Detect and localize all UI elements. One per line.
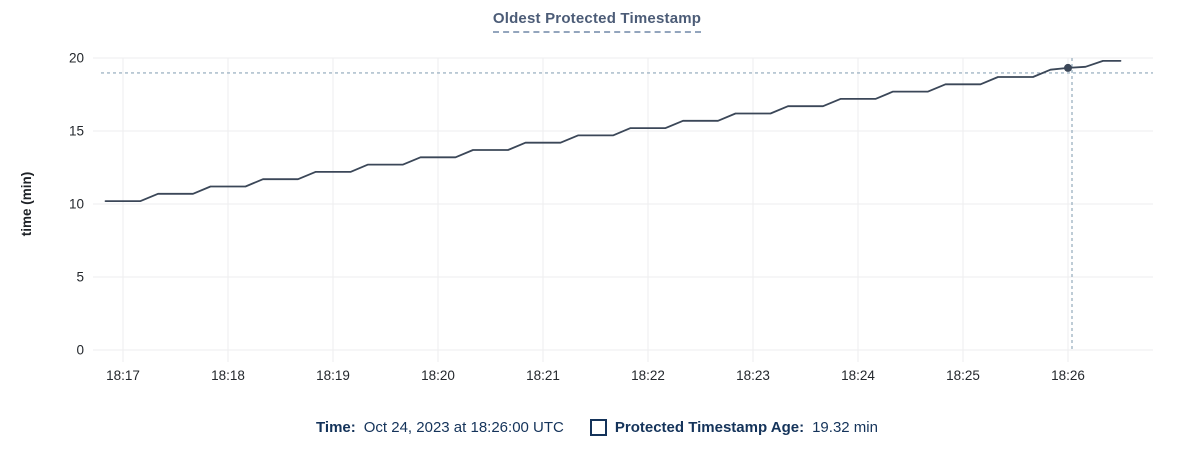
x-tick-label: 18:26 — [1051, 368, 1085, 383]
legend-series-label: Protected Timestamp Age: — [614, 419, 805, 436]
x-tick-label: 18:24 — [841, 368, 875, 383]
y-tick-label: 10 — [69, 197, 84, 212]
axis-labels: 0 5 10 15 20 18:17 18:18 18:19 18:20 18:21 18:22 18… — [19, 51, 1085, 384]
legend-time-value: Oct 24, 2023 at 18:26:00 UTC — [363, 419, 564, 436]
series-line — [104, 60, 1122, 203]
x-tick-label: 18:25 — [946, 368, 980, 383]
x-tick-label: 18:23 — [736, 368, 770, 383]
x-gridlines — [122, 58, 1069, 362]
y-tick-label: 15 — [69, 124, 84, 139]
x-tick-label: 18:17 — [106, 368, 140, 383]
crosshair — [101, 58, 1153, 350]
x-tick-label: 18:21 — [526, 368, 560, 383]
series-group — [104, 60, 1122, 203]
chart-header: Oldest Protected Timestamp — [0, 10, 1194, 33]
legend-series-value: 19.32 min — [812, 419, 878, 436]
legend-series-item: Protected Timestamp Age: 19.32 min — [589, 419, 878, 436]
legend-time-item: Time: Oct 24, 2023 at 18:26:00 UTC — [316, 419, 564, 436]
y-gridlines — [93, 57, 1153, 351]
x-tick-label: 18:20 — [421, 368, 455, 383]
y-tick-label: 0 — [76, 343, 84, 358]
y-tick-label: 5 — [76, 270, 84, 285]
x-tick-label: 18:22 — [631, 368, 665, 383]
x-tick-label: 18:19 — [316, 368, 350, 383]
hover-point[interactable] — [1064, 63, 1072, 72]
legend-time-label: Time: — [316, 419, 356, 436]
x-tick-label: 18:18 — [211, 368, 245, 383]
chart-legend: Time: Oct 24, 2023 at 18:26:00 UTC Prote… — [0, 419, 1194, 436]
y-tick-label: 20 — [69, 51, 84, 66]
chart-title[interactable]: Oldest Protected Timestamp — [492, 10, 702, 33]
square-outline-icon[interactable] — [589, 419, 607, 436]
y-axis-title: time (min) — [19, 172, 34, 237]
